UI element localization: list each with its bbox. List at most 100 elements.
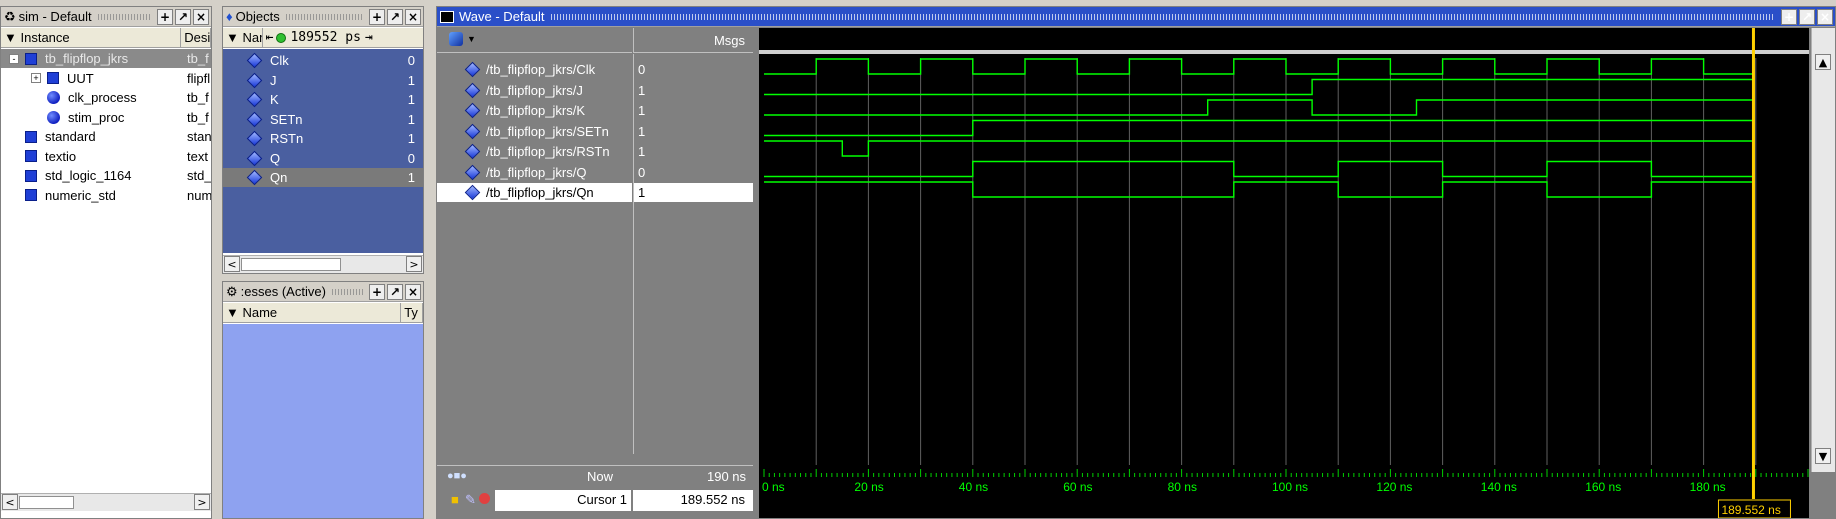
waveform-canvas[interactable] bbox=[759, 28, 1809, 472]
objects-horizontal-scrollbar[interactable]: < > bbox=[223, 255, 423, 273]
sim-tree-row[interactable]: - tb_flipflop_jkrs tb_f bbox=[1, 49, 211, 68]
lock-icon[interactable]: ■ bbox=[451, 492, 459, 507]
msgs-header-label: Msgs bbox=[713, 33, 745, 48]
object-name: Clk bbox=[270, 53, 289, 68]
object-value: 0 bbox=[407, 150, 415, 166]
wave-vertical-scrollbar[interactable]: ▲ ▼ bbox=[1811, 28, 1835, 472]
wave-panel-titlebar[interactable]: Wave - Default + ↗ × bbox=[437, 7, 1835, 27]
scroll-down-icon[interactable]: ▼ bbox=[1815, 448, 1831, 464]
add-icon[interactable]: + bbox=[157, 8, 173, 25]
wave-signal-row[interactable]: /tb_flipflop_jkrs/Clk bbox=[437, 60, 632, 79]
tree-expander-icon[interactable]: - bbox=[9, 53, 19, 64]
objects-panel-titlebar[interactable]: ♦ Objects + ↗ × bbox=[223, 7, 423, 27]
step-back-icon[interactable]: ⇤ bbox=[265, 30, 274, 45]
signal-icon bbox=[246, 150, 263, 166]
scroll-left-icon[interactable]: < bbox=[2, 494, 18, 510]
object-row[interactable]: RSTn 1 bbox=[223, 129, 423, 148]
undock-icon[interactable]: ↗ bbox=[1799, 8, 1815, 25]
undock-icon[interactable]: ↗ bbox=[175, 8, 191, 25]
object-value: 0 bbox=[407, 53, 415, 68]
signal-icon bbox=[246, 72, 263, 88]
drag-grip[interactable] bbox=[285, 13, 363, 20]
add-icon[interactable]: + bbox=[369, 283, 385, 300]
tree-spacer bbox=[31, 112, 41, 122]
wave-signal-value: 1 bbox=[638, 123, 646, 139]
wave-signal-values: 0 1 1 1 1 0 1 bbox=[633, 54, 753, 454]
scroll-left-icon[interactable]: < bbox=[224, 256, 240, 272]
design-column-header[interactable]: Desi bbox=[181, 28, 211, 47]
sim-tree-row[interactable]: stim_proc tb_f bbox=[1, 108, 211, 127]
type-column-header[interactable]: Ty bbox=[401, 303, 423, 322]
wave-signal-row[interactable]: /tb_flipflop_jkrs/RSTn bbox=[437, 142, 632, 161]
add-icon[interactable]: + bbox=[1781, 8, 1797, 25]
timeline-tick-label: 100 ns bbox=[1272, 480, 1308, 494]
undock-icon[interactable]: ↗ bbox=[387, 8, 403, 25]
wave-signal-name: /tb_flipflop_jkrs/K bbox=[486, 103, 585, 118]
remove-cursor-icon[interactable] bbox=[479, 493, 490, 504]
objects-panel: ♦ Objects + ↗ × ▼ Nam ⇤ 189552 ps ⇥ Clk 0… bbox=[222, 6, 424, 274]
sim-tree-row[interactable]: clk_process tb_f bbox=[1, 88, 211, 107]
scroll-right-icon[interactable]: > bbox=[194, 494, 210, 510]
close-icon[interactable]: × bbox=[405, 283, 421, 300]
pencil-icon[interactable]: ✎ bbox=[465, 492, 476, 507]
wave-signal-name: /tb_flipflop_jkrs/J bbox=[486, 82, 583, 98]
sim-tree-row[interactable]: standard stan bbox=[1, 127, 211, 146]
sim-horizontal-scrollbar[interactable]: < > bbox=[1, 493, 211, 511]
sim-panel-titlebar[interactable]: ♻ sim - Default + ↗ × bbox=[1, 7, 211, 27]
sim-tree-row[interactable]: textio text bbox=[1, 147, 211, 166]
scroll-right-icon[interactable]: > bbox=[406, 256, 422, 272]
sim-tree-row[interactable]: numeric_std num bbox=[1, 186, 211, 205]
scroll-up-icon[interactable]: ▲ bbox=[1815, 54, 1831, 70]
tree-spacer bbox=[9, 151, 19, 161]
chevron-down-icon[interactable]: ▼ bbox=[467, 34, 476, 44]
object-row[interactable]: SETn 1 bbox=[223, 110, 423, 129]
name-column-header[interactable]: ▼ Name bbox=[223, 303, 402, 322]
undock-icon[interactable]: ↗ bbox=[387, 283, 403, 300]
wave-signal-name: /tb_flipflop_jkrs/RSTn bbox=[486, 144, 610, 159]
process-icon bbox=[47, 91, 60, 104]
drag-grip[interactable] bbox=[550, 13, 1775, 20]
sim-tree-row[interactable]: std_logic_1164 std_ bbox=[1, 166, 211, 185]
signal-icon bbox=[464, 82, 481, 98]
waveform-trace bbox=[764, 99, 1754, 116]
drag-grip[interactable] bbox=[97, 13, 151, 20]
status-dot-icon bbox=[276, 32, 287, 43]
add-icon[interactable]: + bbox=[369, 8, 385, 25]
instance-column-header[interactable]: ▼ Instance bbox=[1, 28, 182, 47]
drag-grip[interactable] bbox=[331, 288, 363, 295]
toolbar-icons[interactable]: ●■● bbox=[447, 470, 467, 482]
object-row[interactable]: Qn 1 bbox=[223, 168, 423, 187]
sim-tree-row[interactable]: + UUT flipfl bbox=[1, 69, 211, 88]
close-icon[interactable]: × bbox=[193, 8, 209, 25]
wave-signal-row[interactable]: /tb_flipflop_jkrs/J bbox=[437, 81, 632, 100]
close-icon[interactable]: × bbox=[1817, 8, 1833, 25]
cursor-name-field[interactable]: Cursor 1 bbox=[495, 490, 631, 511]
processes-panel-title: :esses (Active) bbox=[240, 284, 326, 299]
sim-tree-label: textio bbox=[45, 148, 77, 164]
step-forward-icon[interactable]: ⇥ bbox=[364, 30, 373, 45]
timeline-ruler[interactable]: 0 ns 20 ns 40 ns 60 ns 80 ns 100 ns 120 ns 140 … bbox=[759, 465, 1809, 519]
name-column-header[interactable]: ▼ Nam bbox=[223, 28, 263, 47]
processes-panel-titlebar[interactable]: ⚙ :esses (Active) + ↗ × bbox=[223, 282, 423, 302]
object-name: RSTn bbox=[270, 131, 304, 146]
cursor-value-field[interactable]: 189.552 ns bbox=[633, 490, 753, 511]
object-row[interactable]: Clk 0 bbox=[223, 51, 423, 70]
wave-signal-row[interactable]: /tb_flipflop_jkrs/Qn bbox=[437, 183, 632, 202]
timeline-tick-label: 20 ns bbox=[854, 480, 883, 494]
wave-signal-row[interactable]: /tb_flipflop_jkrs/SETn bbox=[437, 122, 632, 141]
wave-signal-row[interactable]: /tb_flipflop_jkrs/K bbox=[437, 101, 632, 120]
close-icon[interactable]: × bbox=[405, 8, 421, 25]
scroll-thumb[interactable] bbox=[19, 496, 74, 509]
tree-expander-icon[interactable]: + bbox=[31, 73, 41, 83]
wave-filter-icon[interactable] bbox=[449, 32, 463, 46]
sim-tree-design: tb_f bbox=[187, 51, 209, 66]
cursor-row[interactable]: ■ ✎ Cursor 1 189.552 ns bbox=[437, 490, 753, 512]
instance-icon bbox=[47, 72, 59, 84]
processes-panel: ⚙ :esses (Active) + ↗ × ▼ Name Ty bbox=[222, 281, 424, 519]
instance-icon bbox=[25, 169, 37, 182]
scroll-thumb[interactable] bbox=[241, 258, 341, 271]
wave-signal-row[interactable]: /tb_flipflop_jkrs/Q bbox=[437, 163, 632, 182]
